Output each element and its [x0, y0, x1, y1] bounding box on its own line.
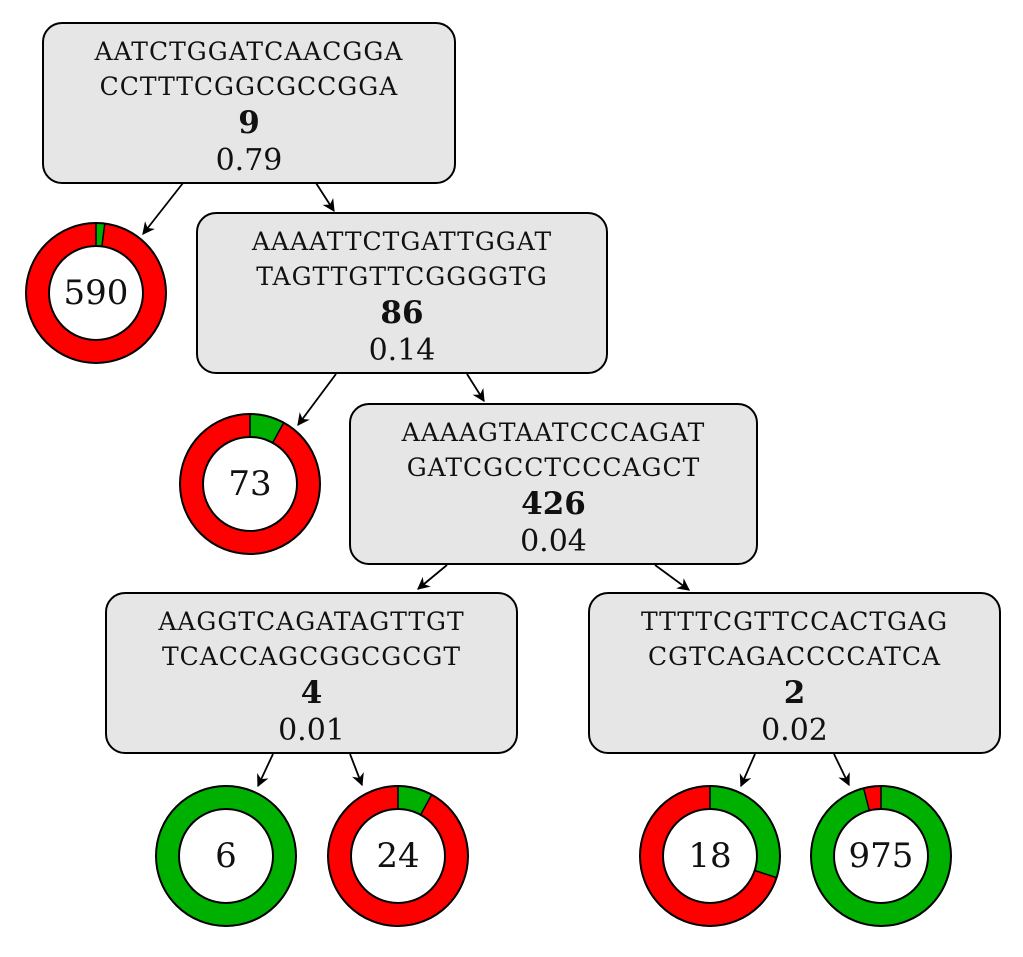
tree-edge-arrow [297, 373, 337, 427]
node-sequence-line-1: AAAATTCTGATTGGAT [251, 227, 553, 256]
node-score: 0.14 [368, 333, 436, 368]
tree-edge-arrow [349, 753, 364, 787]
node-score: 0.79 [215, 143, 283, 178]
donut-segment-divider [271, 422, 285, 444]
tree-node: AATCTGGATCAACGGA CCTTTCGGCGCCGGA 9 0.79 [42, 22, 456, 184]
donut-negative-segment [26, 223, 167, 363]
node-score: 0.04 [520, 524, 587, 559]
leaf-donut [25, 222, 167, 364]
donut-negative-segment [328, 786, 468, 926]
leaf-count-label: 73 [228, 464, 272, 504]
donut-positive-segment [811, 786, 951, 926]
node-sequence-line-1: AATCTGGATCAACGGA [94, 37, 404, 66]
tree-edge-arrow [315, 182, 335, 213]
leaf-count-label: 6 [215, 836, 237, 876]
donut-segment-divider [754, 869, 777, 879]
tree-edge-arrow [466, 373, 485, 403]
donut-outer-border [25, 222, 167, 364]
tree-node: AAGGTCAGATAGTTGT TCACCAGCGGCGCGT 4 0.01 [105, 592, 518, 754]
node-score: 0.01 [278, 713, 345, 748]
donut-segment-divider [862, 788, 871, 811]
donut-inner-border [202, 436, 298, 532]
tree-node: AAAATTCTGATTGGAT TAGTTGTTCGGGGTG 86 0.14 [196, 212, 608, 374]
leaf-donut [810, 785, 952, 927]
tree-edge-arrow [739, 753, 756, 788]
node-sequence-line-1: TTTTCGTTCCACTGAG [640, 607, 949, 636]
leaf-donut [155, 785, 297, 927]
leaf-count-label: 18 [688, 836, 732, 876]
node-score: 0.02 [761, 713, 828, 748]
donut-inner-border [48, 245, 144, 341]
donut-segment-divider [101, 223, 106, 247]
donut-outer-border [179, 413, 321, 555]
donut-positive-segment [156, 786, 296, 926]
donut-positive-segment [398, 786, 432, 815]
donut-positive-segment [250, 414, 284, 443]
tree-edge-arrow [833, 753, 850, 787]
leaf-donut [327, 785, 469, 927]
tree-node: TTTTCGTTCCACTGAG CGTCAGACCCCATCA 2 0.02 [588, 592, 1001, 754]
donut-inner-border [833, 808, 929, 904]
donut-segment-divider [419, 794, 433, 816]
donut-inner-border [350, 808, 446, 904]
leaf-donut [639, 785, 781, 927]
tree-edge-arrow [654, 564, 691, 591]
tree-node: AAAAGTAATCCCAGAT GATCGCCTCCCAGCT 426 0.0… [349, 403, 758, 565]
node-sequence-line-2: CGTCAGACCCCATCA [647, 642, 942, 671]
donut-positive-segment [710, 786, 780, 878]
donut-inner-border [662, 808, 758, 904]
node-count: 426 [521, 486, 586, 522]
node-count: 86 [380, 295, 424, 331]
leaf-count-label: 975 [848, 836, 914, 876]
tree-edge-arrow [417, 564, 448, 590]
donut-outer-border [639, 785, 781, 927]
donut-outer-border [155, 785, 297, 927]
donut-outer-border [810, 785, 952, 927]
donut-outer-border [327, 785, 469, 927]
leaf-count-label: 590 [63, 273, 129, 313]
node-count: 9 [238, 105, 260, 141]
node-count: 2 [783, 675, 806, 711]
tree-edge-arrow [142, 182, 184, 235]
node-sequence-line-2: CCTTTCGGCGCCGGA [99, 72, 399, 101]
tree-edge-arrow [257, 753, 274, 788]
leaf-count-label: 24 [376, 836, 420, 876]
node-sequence-line-2: GATCGCCTCCCAGCT [406, 453, 701, 482]
node-sequence-line-1: AAAAGTAATCCCAGAT [401, 418, 706, 447]
node-sequence-line-2: TAGTTGTTCGGGGTG [256, 262, 548, 291]
donut-inner-border [178, 808, 274, 904]
node-count: 4 [300, 675, 323, 711]
node-sequence-line-1: AAGGTCAGATAGTTGT [158, 607, 465, 636]
donut-negative-segment [179, 414, 320, 554]
leaf-donut [179, 413, 321, 555]
node-sequence-line-2: TCACCAGCGGCGCGT [161, 642, 462, 671]
